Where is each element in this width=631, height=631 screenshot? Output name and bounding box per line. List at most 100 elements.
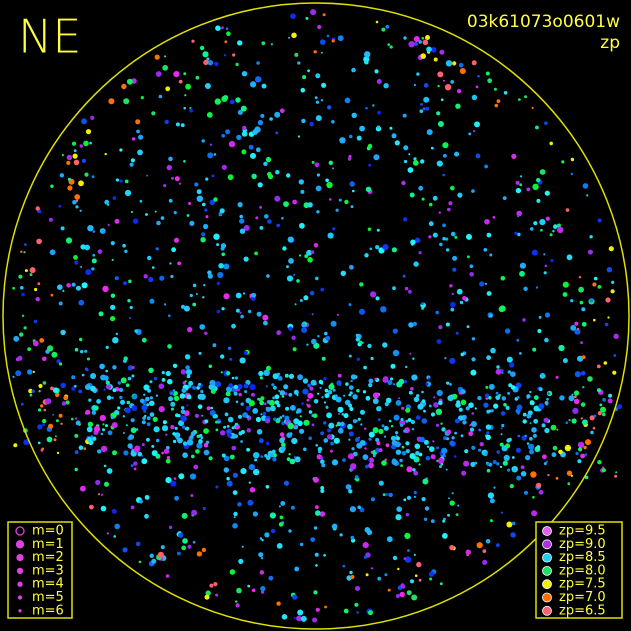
star	[337, 373, 342, 378]
star	[130, 418, 135, 423]
star	[347, 423, 353, 430]
star	[336, 313, 340, 316]
star	[106, 395, 112, 401]
star	[273, 385, 277, 390]
star	[305, 16, 309, 20]
star	[574, 395, 577, 398]
star	[385, 397, 392, 404]
star	[373, 154, 380, 161]
star	[372, 398, 379, 405]
star	[276, 543, 283, 549]
star	[279, 416, 283, 419]
star	[408, 322, 414, 328]
star	[188, 380, 194, 386]
star	[226, 480, 233, 487]
star	[240, 314, 244, 319]
star	[325, 178, 329, 183]
star	[465, 406, 470, 411]
star	[601, 468, 607, 473]
magnitude-legend-items: m=0m=1m=2m=3m=4m=5m=6	[15, 524, 64, 618]
star	[144, 513, 149, 519]
star	[422, 107, 426, 111]
star	[184, 380, 187, 383]
star	[146, 174, 149, 177]
star	[247, 499, 254, 506]
star	[139, 199, 143, 203]
star	[467, 255, 470, 259]
star	[350, 374, 357, 380]
star	[167, 378, 173, 385]
star	[358, 308, 366, 315]
star	[276, 601, 281, 606]
star	[20, 402, 24, 406]
star	[95, 479, 101, 486]
star	[584, 475, 589, 480]
star	[589, 298, 594, 303]
star	[177, 414, 181, 418]
star	[231, 426, 235, 430]
star	[500, 276, 506, 281]
star	[382, 376, 389, 382]
star	[185, 369, 193, 376]
legend-label: zp=8.5	[559, 550, 606, 565]
star	[236, 134, 242, 140]
star	[337, 406, 344, 413]
star	[390, 425, 394, 428]
star	[123, 450, 129, 456]
star	[407, 418, 412, 422]
star	[405, 512, 410, 517]
star	[344, 199, 349, 205]
star	[421, 390, 424, 394]
star	[483, 402, 489, 408]
star	[266, 274, 270, 278]
star	[421, 418, 428, 424]
star	[83, 447, 87, 451]
star	[394, 140, 400, 146]
star	[324, 605, 327, 609]
star	[85, 368, 89, 372]
star	[445, 468, 448, 471]
star	[581, 321, 587, 327]
star	[311, 160, 315, 164]
star	[348, 303, 352, 307]
star	[414, 574, 418, 577]
star	[74, 450, 79, 455]
star	[226, 386, 233, 393]
star	[297, 135, 300, 138]
star	[442, 519, 446, 523]
star	[506, 521, 513, 528]
star	[173, 71, 180, 78]
star	[469, 272, 475, 277]
star	[110, 293, 116, 298]
star	[311, 423, 315, 427]
star	[469, 423, 472, 427]
star	[469, 264, 474, 269]
star	[298, 179, 304, 185]
star	[131, 137, 136, 141]
star	[558, 344, 565, 352]
star	[180, 369, 187, 375]
star	[403, 145, 409, 151]
star	[326, 412, 332, 419]
star	[140, 96, 144, 100]
star	[430, 412, 436, 417]
star	[81, 118, 87, 125]
star	[37, 424, 43, 430]
star	[357, 417, 361, 421]
star	[541, 423, 546, 428]
star	[195, 293, 198, 295]
star	[228, 383, 233, 388]
star	[213, 233, 220, 240]
star	[71, 417, 74, 421]
star	[482, 559, 488, 565]
star	[18, 274, 23, 279]
star	[293, 616, 296, 620]
star	[276, 223, 281, 228]
star	[260, 586, 266, 592]
star	[81, 158, 86, 163]
star	[269, 117, 273, 121]
star	[189, 293, 193, 298]
star	[319, 386, 322, 389]
star	[323, 376, 327, 381]
star	[235, 62, 239, 67]
